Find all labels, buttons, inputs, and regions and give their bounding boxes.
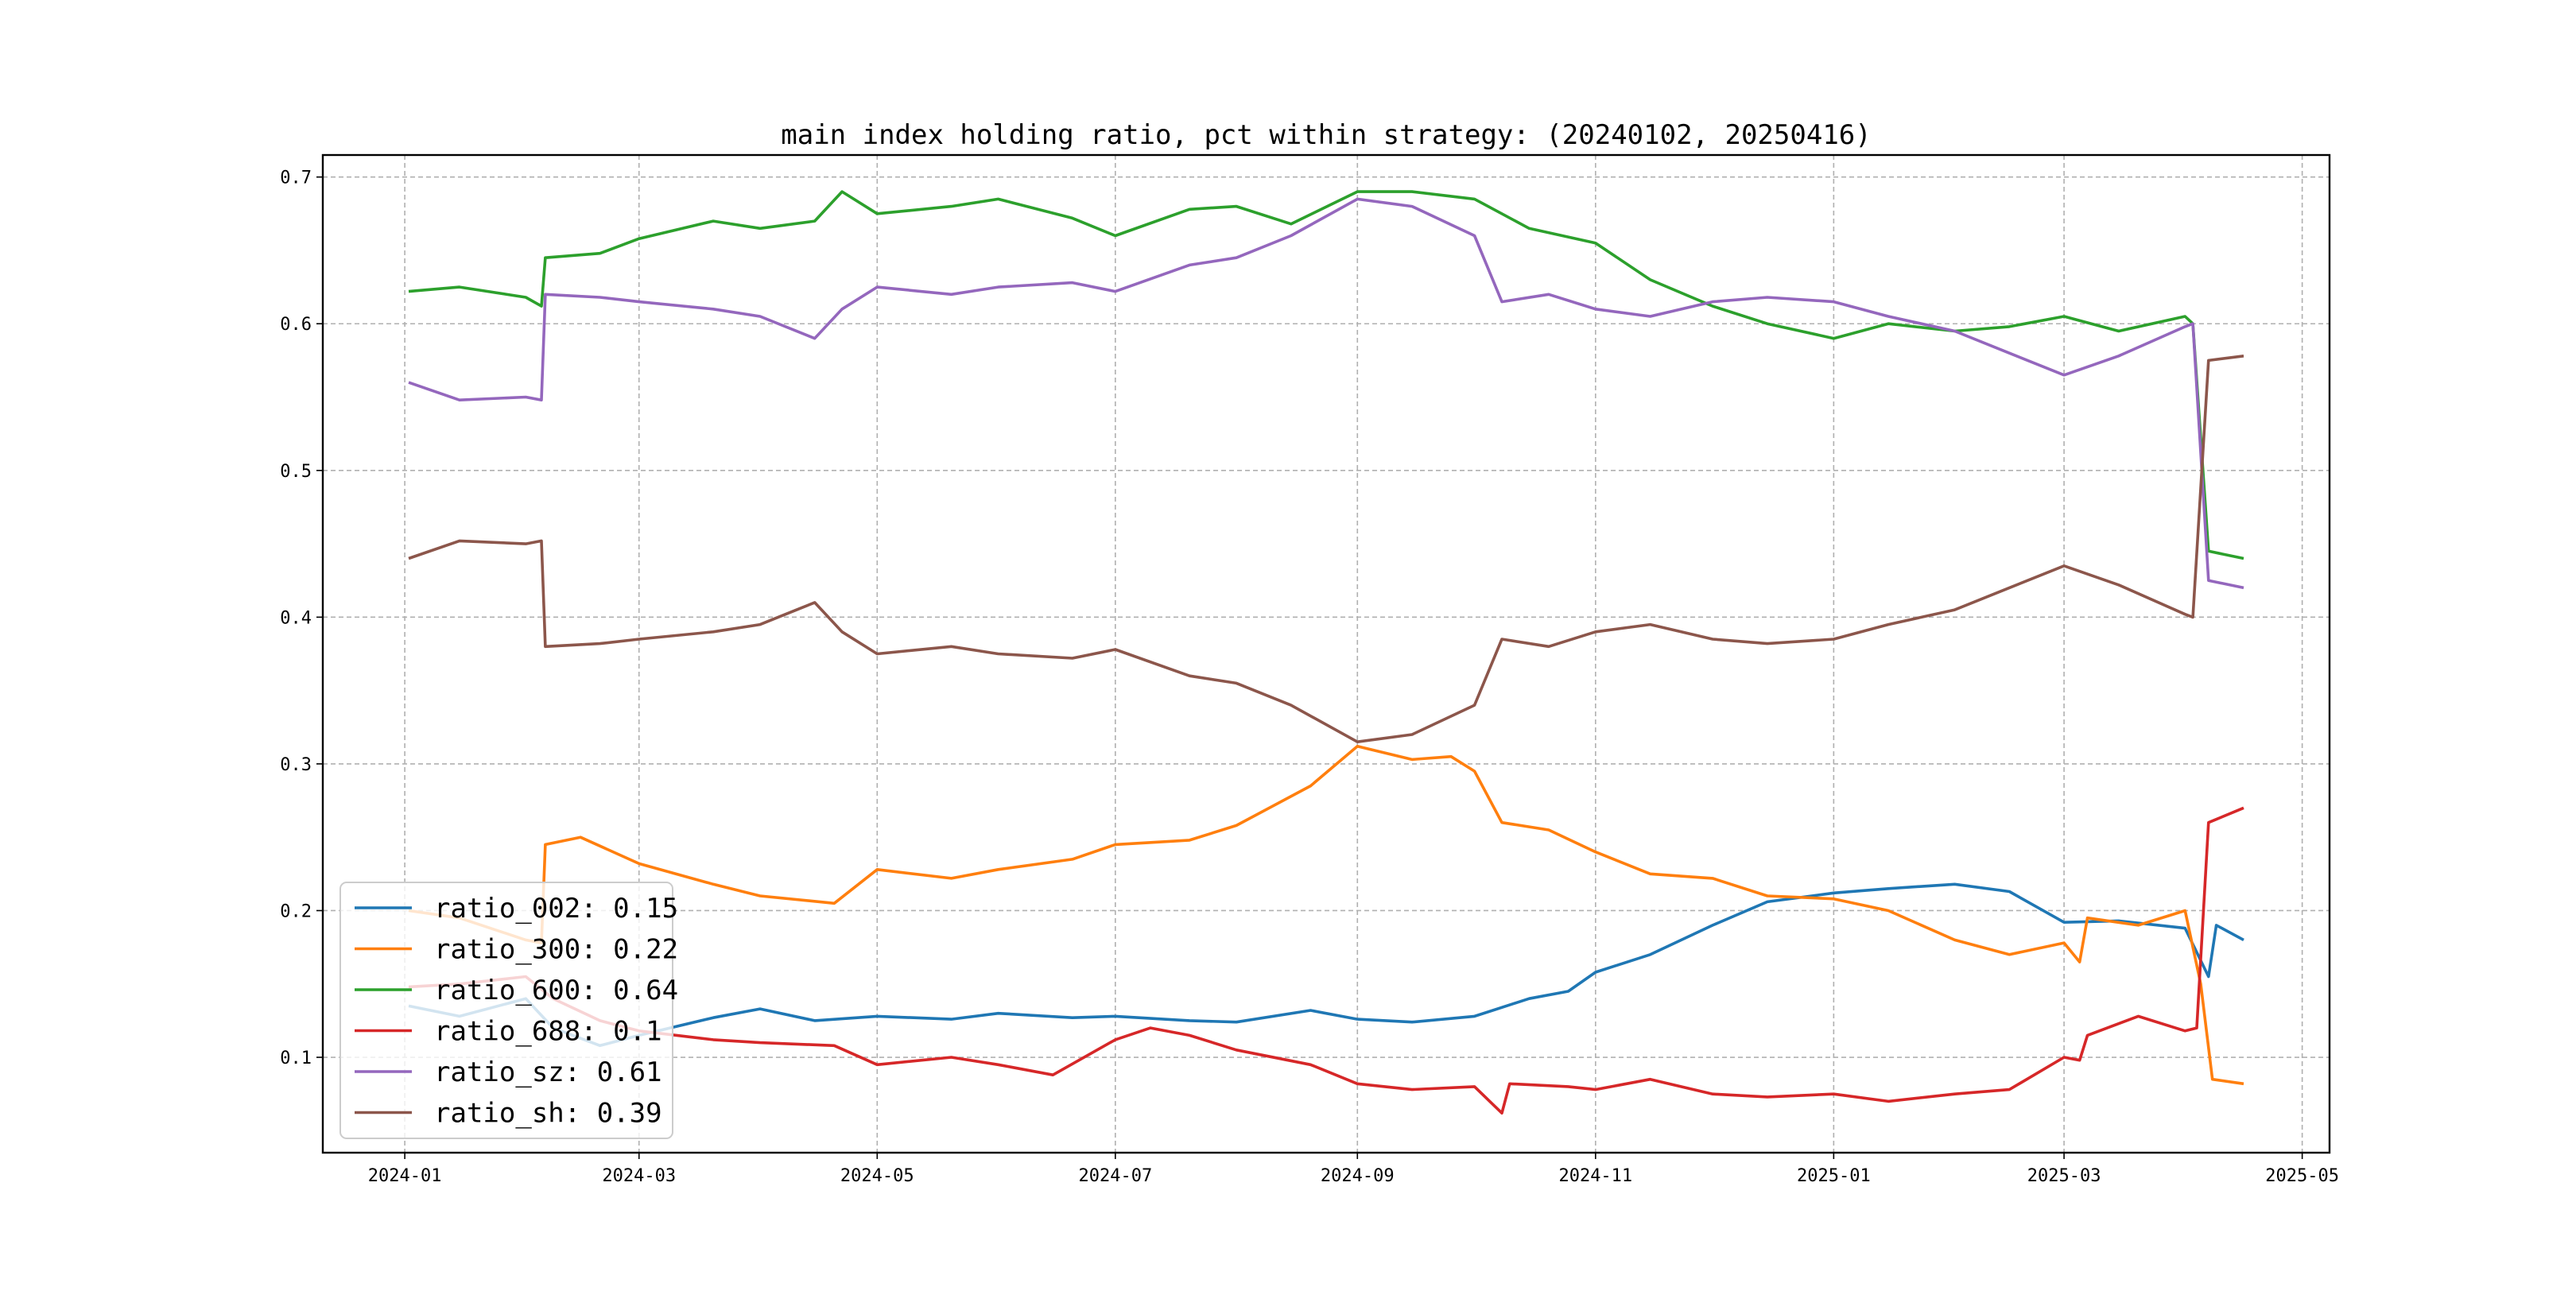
x-tick-label: 2024-11 bbox=[1558, 1166, 1632, 1186]
series-line bbox=[408, 882, 2244, 1048]
x-tick-label: 2024-03 bbox=[602, 1166, 676, 1186]
chart-title: main index holding ratio, pct within str… bbox=[781, 119, 1871, 151]
series-line bbox=[408, 197, 2244, 590]
x-tick-label: 2024-05 bbox=[840, 1166, 914, 1186]
y-tick-label: 0.6 bbox=[280, 315, 312, 335]
x-tick-label: 2025-03 bbox=[2027, 1166, 2101, 1186]
x-tick-label: 2024-07 bbox=[1078, 1166, 1152, 1186]
plot-frame bbox=[321, 153, 2331, 1154]
legend-label: ratio_300: 0.22 bbox=[434, 934, 678, 966]
y-tick-label: 0.2 bbox=[280, 901, 312, 921]
series-line bbox=[408, 745, 2244, 1086]
series-line bbox=[408, 355, 2244, 743]
legend-label: ratio_sh: 0.39 bbox=[434, 1098, 662, 1130]
legend-label: ratio_002: 0.15 bbox=[434, 893, 678, 925]
legend-label: ratio_688: 0.1 bbox=[434, 1016, 662, 1048]
legend-label: ratio_600: 0.64 bbox=[434, 975, 678, 1006]
legend: ratio_002: 0.15 ratio_300: 0.22 ratio_600:… bbox=[339, 882, 678, 1139]
x-tick-label: 2025-05 bbox=[2265, 1166, 2339, 1186]
y-tick-label: 0.3 bbox=[280, 755, 312, 775]
x-tick-label: 2024-01 bbox=[368, 1166, 442, 1186]
y-tick-label: 0.1 bbox=[280, 1049, 312, 1068]
series-line bbox=[408, 806, 2244, 1115]
axis-ticks: 2024-01 2024-03 2024-05 2024-07 2024-09 2024-… bbox=[280, 169, 2339, 1186]
y-tick-label: 0.5 bbox=[280, 462, 312, 482]
legend-box bbox=[339, 882, 673, 1139]
x-tick-label: 2024-09 bbox=[1321, 1166, 1395, 1186]
series-line bbox=[408, 190, 2244, 560]
x-tick-label: 2025-01 bbox=[1797, 1166, 1871, 1186]
y-tick-label: 0.4 bbox=[280, 608, 312, 628]
y-tick-label: 0.7 bbox=[280, 169, 312, 188]
legend-label: ratio_sz: 0.61 bbox=[434, 1056, 662, 1088]
series-lines bbox=[408, 190, 2244, 1115]
